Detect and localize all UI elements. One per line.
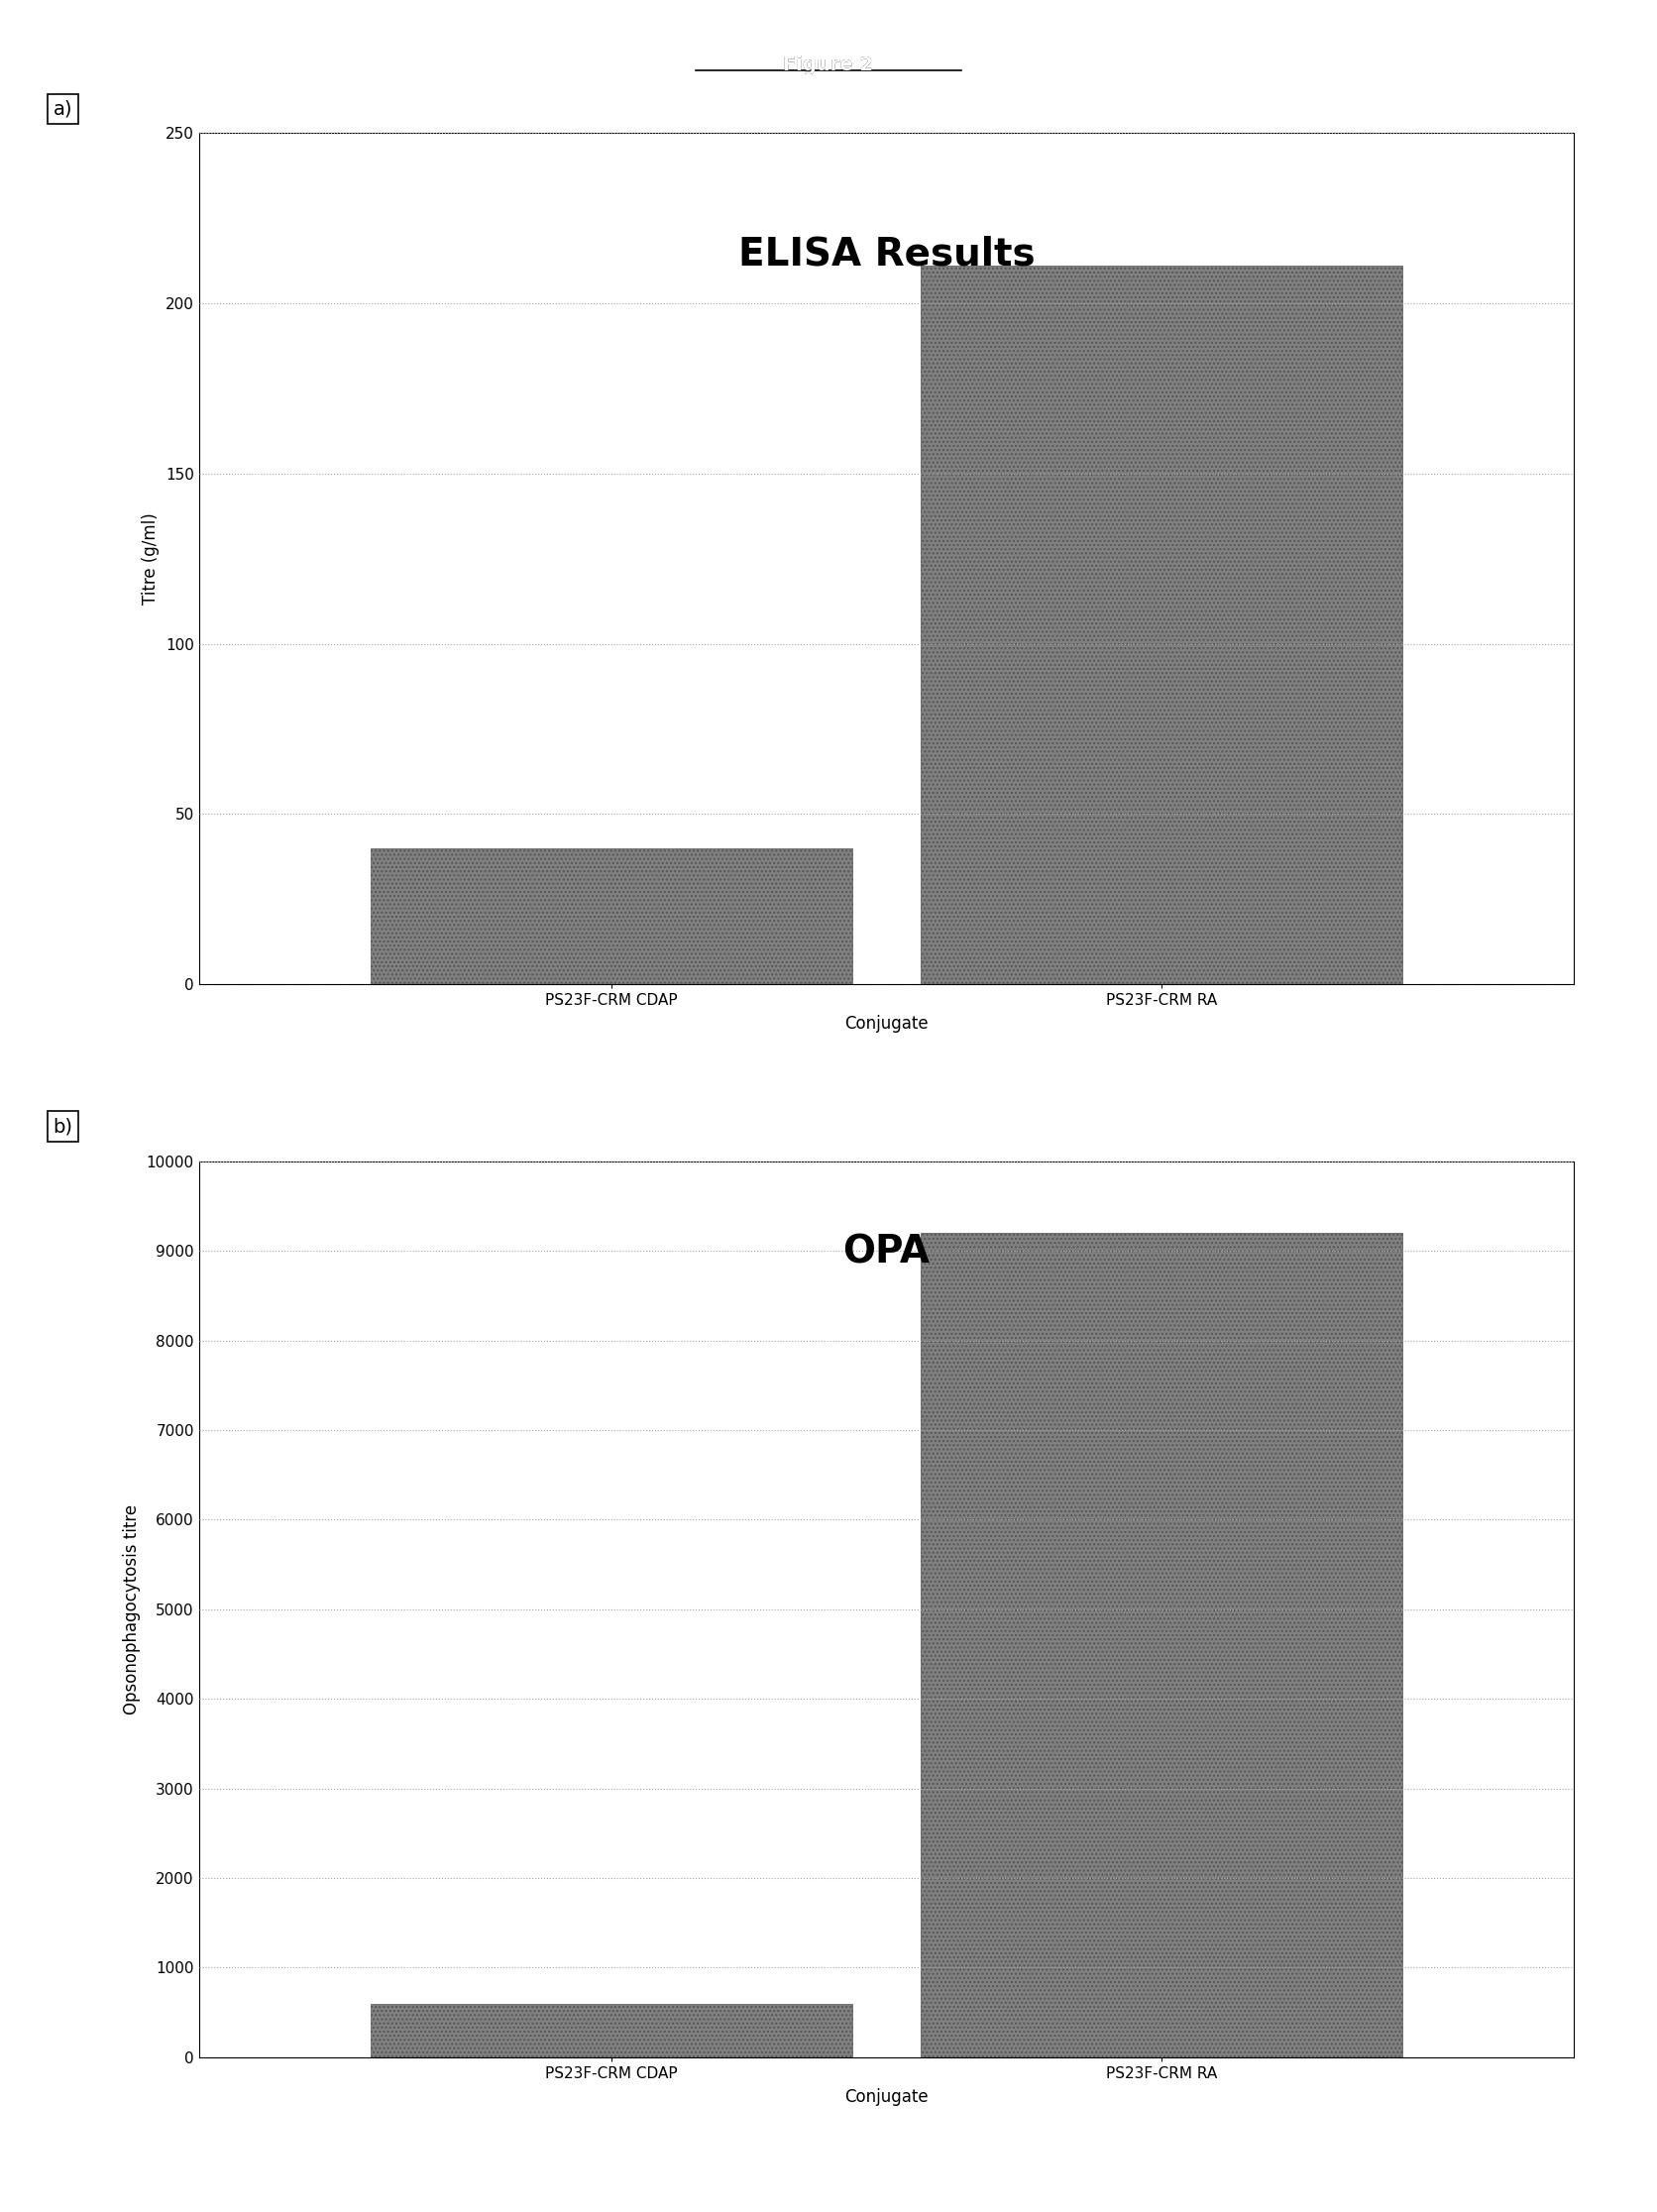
Bar <box>921 1232 1402 2057</box>
Text: Figure 2: Figure 2 <box>784 55 873 75</box>
X-axis label: Conjugate: Conjugate <box>845 1015 928 1033</box>
Bar <box>371 2004 852 2057</box>
Y-axis label: Titre (g/ml): Titre (g/ml) <box>143 513 161 604</box>
X-axis label: Conjugate: Conjugate <box>845 2088 928 2106</box>
Text: ELISA Results: ELISA Results <box>737 234 1036 272</box>
Text: a): a) <box>53 100 73 119</box>
Text: OPA: OPA <box>843 1232 930 1270</box>
Text: b): b) <box>53 1117 73 1137</box>
Text: Figure 2: Figure 2 <box>784 55 873 75</box>
Bar <box>921 265 1402 984</box>
Bar <box>371 847 852 984</box>
Y-axis label: Opsonophagocytosis titre: Opsonophagocytosis titre <box>123 1504 141 1714</box>
